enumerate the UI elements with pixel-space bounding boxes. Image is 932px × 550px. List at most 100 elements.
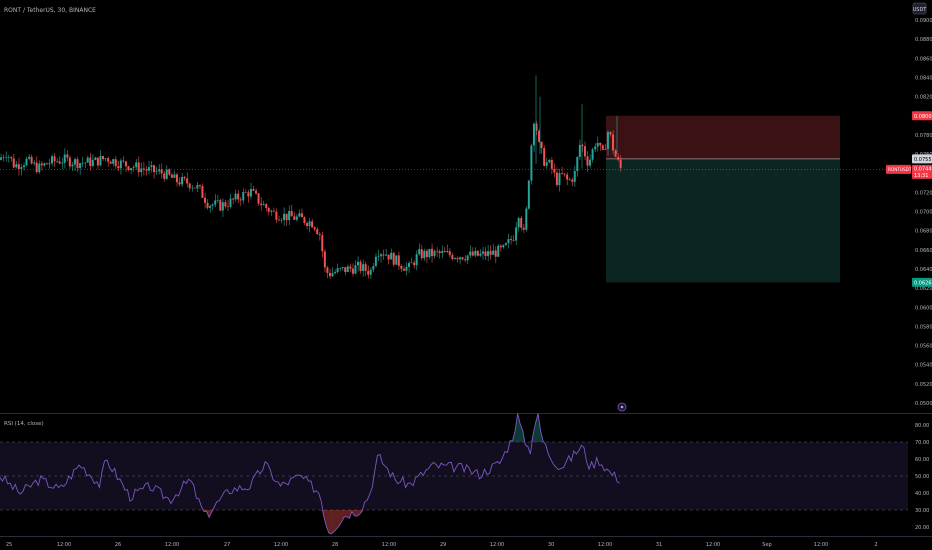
candle-body bbox=[443, 251, 446, 253]
candle-body bbox=[114, 159, 117, 167]
rsi-oversold-fill bbox=[344, 510, 347, 517]
candle-body bbox=[372, 266, 375, 270]
rsi-oversold-fill bbox=[339, 510, 342, 526]
candle-body bbox=[175, 174, 178, 183]
candle-body bbox=[28, 156, 31, 159]
candle-body bbox=[94, 157, 97, 160]
price-tick-label: 0.0540 bbox=[915, 363, 932, 369]
candle-body bbox=[561, 173, 563, 174]
candle-body bbox=[599, 142, 602, 146]
candle-body bbox=[367, 270, 370, 275]
candle-body bbox=[617, 156, 620, 160]
candle-body bbox=[158, 169, 161, 172]
candle-body bbox=[474, 250, 477, 256]
candle-body bbox=[344, 267, 347, 273]
candle-body bbox=[142, 168, 145, 170]
candle-body bbox=[204, 197, 206, 203]
candle-body bbox=[601, 145, 604, 150]
candle-body bbox=[84, 162, 87, 164]
candle-body bbox=[15, 164, 18, 168]
candle-body bbox=[609, 132, 612, 135]
candle-body bbox=[527, 180, 530, 209]
time-tick-label: 12:00 bbox=[382, 542, 396, 548]
candle-body bbox=[494, 250, 497, 257]
candle-body bbox=[591, 149, 594, 160]
rsi-axis[interactable]: 80.00 70.00 60.00 50.00 40.00 30.00 20.00 bbox=[915, 423, 929, 531]
candle-body bbox=[415, 254, 418, 266]
candle-body bbox=[538, 130, 541, 142]
candle-body bbox=[61, 162, 64, 164]
candle-body bbox=[58, 161, 61, 164]
candle-body bbox=[5, 157, 8, 158]
candle-body bbox=[441, 251, 444, 254]
candle-body bbox=[237, 193, 240, 200]
rsi-oversold-fill bbox=[336, 510, 340, 529]
candle-body bbox=[22, 165, 25, 168]
candle-body bbox=[272, 210, 275, 212]
candle-body bbox=[459, 257, 461, 260]
candle-body bbox=[163, 173, 166, 179]
candle-body bbox=[173, 174, 176, 178]
time-tick-label: 30 bbox=[548, 542, 554, 548]
candle-body bbox=[448, 251, 451, 256]
candle-body bbox=[351, 268, 354, 274]
candle-body bbox=[364, 264, 367, 271]
candle-body bbox=[379, 254, 382, 257]
candle-body bbox=[520, 218, 523, 228]
candle-body bbox=[214, 200, 217, 205]
event-marker-icon[interactable] bbox=[617, 402, 627, 412]
candle-body bbox=[275, 211, 278, 220]
rsi-tick-label: 30.00 bbox=[915, 508, 929, 514]
candle-body bbox=[385, 254, 388, 256]
candle-body bbox=[35, 162, 38, 173]
rsi-tick-label: 50.00 bbox=[915, 474, 929, 480]
candle-body bbox=[145, 169, 148, 171]
candle-body bbox=[193, 187, 196, 189]
candle-body bbox=[323, 251, 326, 268]
candle-body bbox=[354, 265, 357, 274]
candle-body bbox=[107, 158, 110, 162]
currency-button[interactable]: USDT bbox=[912, 2, 928, 15]
candle-body bbox=[502, 245, 505, 248]
candle-body bbox=[619, 159, 622, 168]
candle-body bbox=[191, 187, 194, 189]
candle-body bbox=[510, 239, 512, 241]
candle-body bbox=[130, 168, 133, 171]
candle-body bbox=[425, 250, 428, 258]
candle-body bbox=[277, 219, 280, 221]
candle-body bbox=[553, 168, 556, 173]
price-axis[interactable]: 0.0900 0.0880 0.0860 0.0840 0.0820 0.0800 0.07… bbox=[915, 18, 932, 407]
candle-body bbox=[285, 213, 288, 221]
candle-body bbox=[86, 157, 89, 163]
price-tick-label: 0.0580 bbox=[915, 324, 932, 330]
candle-body bbox=[566, 174, 569, 180]
stop-loss-zone[interactable] bbox=[606, 115, 840, 159]
candle-body bbox=[446, 251, 449, 253]
candle-body bbox=[288, 211, 291, 221]
candle-body bbox=[438, 251, 441, 254]
take-profit-zone[interactable] bbox=[606, 158, 840, 283]
candle-body bbox=[374, 256, 377, 267]
candle-body bbox=[568, 179, 571, 180]
rsi-oversold-fill bbox=[334, 510, 337, 532]
rsi-oversold-fill bbox=[328, 510, 332, 534]
rsi-oversold-fill bbox=[341, 510, 345, 522]
candle-body bbox=[339, 268, 342, 269]
last-symbol-label: RONTUSDT bbox=[888, 167, 912, 172]
currency-label: USDT bbox=[913, 7, 928, 13]
price-tick-label: 0.0720 bbox=[915, 190, 932, 196]
price-tick-label: 0.0780 bbox=[915, 133, 932, 139]
candle-body bbox=[140, 168, 143, 173]
price-tick-label: 0.0820 bbox=[915, 95, 932, 101]
candle-body bbox=[334, 272, 337, 274]
candle-body bbox=[68, 157, 71, 167]
rsi-title: RSI (14, close) bbox=[4, 421, 44, 427]
candle-body bbox=[112, 159, 115, 164]
time-axis[interactable]: 25 12:00 26 12:00 27 12:00 28 12:00 29 12:00 30 12:… bbox=[6, 542, 878, 548]
candle-body bbox=[484, 251, 487, 257]
rsi-oversold-fill bbox=[346, 510, 350, 519]
candle-body bbox=[583, 146, 586, 157]
candle-body bbox=[206, 202, 209, 208]
time-tick-label: 12:00 bbox=[814, 542, 828, 548]
